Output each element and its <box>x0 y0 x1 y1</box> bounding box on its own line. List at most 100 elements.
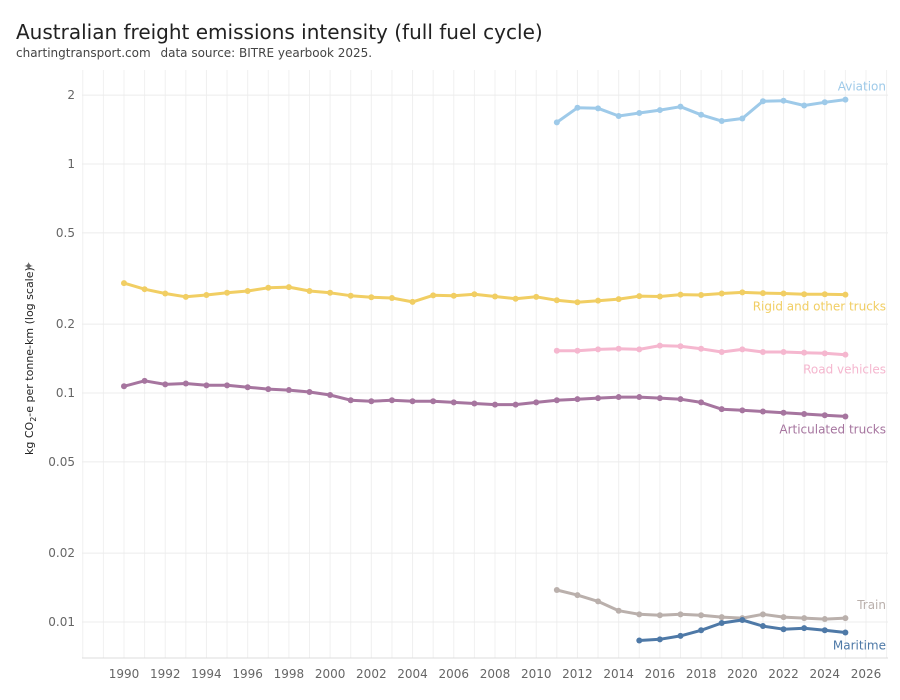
y-tick-label: 0.02 <box>48 546 75 560</box>
x-tick-label: 1992 <box>150 667 181 681</box>
data-point <box>698 627 705 634</box>
data-point <box>739 289 746 296</box>
data-point <box>615 607 622 614</box>
data-point <box>821 616 828 623</box>
data-point <box>574 104 581 111</box>
series-maritime <box>636 617 849 644</box>
data-point <box>409 298 416 305</box>
ylabel-suffix: -e per tonne-km (log scale) <box>23 267 36 417</box>
series-articulated-trucks <box>121 377 849 420</box>
series-labels: Aviation Rigid and other trucks Road vehic… <box>753 80 886 653</box>
data-point <box>553 297 560 304</box>
series-aviation <box>553 96 849 126</box>
subtitle-site: chartingtransport.com <box>16 46 151 60</box>
x-tick-label: 2014 <box>603 667 634 681</box>
data-point <box>141 286 148 293</box>
data-point <box>121 383 127 390</box>
data-point <box>821 627 828 634</box>
data-point <box>656 293 663 300</box>
x-tick-label: 1994 <box>191 667 222 681</box>
data-point <box>801 410 808 417</box>
data-point <box>595 395 602 402</box>
data-point <box>677 291 684 298</box>
series-label: Train <box>856 598 886 612</box>
data-point <box>677 103 684 110</box>
series-lines <box>121 96 849 644</box>
data-point <box>615 113 622 120</box>
data-point <box>759 290 766 297</box>
data-point <box>203 291 210 298</box>
data-point <box>739 407 746 414</box>
chart-subtitle: chartingtransport.com data source: BITRE… <box>16 46 378 60</box>
data-point <box>327 289 334 296</box>
data-point <box>203 382 210 389</box>
data-point <box>595 346 602 353</box>
svg-text:kg CO2-e per tonne-km (log sca: kg CO2-e per tonne-km (log scale) <box>23 267 38 455</box>
x-tick-label: 2004 <box>397 667 428 681</box>
data-point <box>698 345 705 352</box>
data-point <box>306 287 313 294</box>
data-point <box>780 409 787 416</box>
data-point <box>224 382 231 389</box>
x-tick-label: 1998 <box>274 667 305 681</box>
data-point <box>677 611 684 618</box>
y-tick-label: 2 <box>67 88 75 102</box>
data-point <box>636 637 643 644</box>
data-point <box>574 396 581 403</box>
y-tick-label: 0.01 <box>48 615 75 629</box>
data-point <box>801 102 808 109</box>
data-point <box>842 351 849 358</box>
y-axis-label: kg CO2-e per tonne-km (log scale) ✦ <box>22 261 38 455</box>
data-point <box>347 292 354 299</box>
ylabel-subscript: 2 <box>29 417 38 422</box>
data-point <box>677 632 684 639</box>
data-point <box>842 629 849 636</box>
data-point <box>533 399 540 406</box>
data-point <box>430 398 437 405</box>
data-point <box>512 295 519 302</box>
ylabel-prefix: kg CO <box>23 421 36 455</box>
data-point <box>244 384 251 391</box>
data-point <box>182 380 189 387</box>
data-point <box>368 294 375 301</box>
data-point <box>780 290 787 297</box>
data-point <box>759 408 766 415</box>
data-point <box>285 387 292 394</box>
data-point <box>801 291 808 298</box>
data-point <box>698 612 705 619</box>
data-point <box>677 396 684 403</box>
data-point <box>677 343 684 350</box>
data-point <box>347 397 354 404</box>
data-point <box>492 293 498 300</box>
y-tick-label: 0.2 <box>56 317 75 331</box>
series-line <box>122 281 847 304</box>
data-point <box>656 636 663 643</box>
x-tick-label: 2016 <box>645 667 676 681</box>
pin-icon[interactable]: ✦ <box>22 261 36 271</box>
data-point <box>368 398 375 405</box>
subtitle-source: data source: BITRE yearbook 2025. <box>160 46 373 60</box>
x-tick-label: 2006 <box>439 667 470 681</box>
data-point <box>636 346 643 353</box>
data-point <box>409 398 416 405</box>
y-tick-label: 1 <box>67 157 75 171</box>
data-point <box>656 395 663 402</box>
data-point <box>595 297 602 304</box>
data-point <box>533 293 540 300</box>
data-point <box>636 109 643 116</box>
x-tick-label: 1990 <box>109 667 140 681</box>
x-tick-label: 2018 <box>686 667 717 681</box>
data-point <box>821 350 828 357</box>
data-point <box>162 290 169 297</box>
series-train <box>553 586 849 623</box>
data-point <box>162 381 169 388</box>
data-point <box>388 397 395 404</box>
data-point <box>718 619 725 626</box>
data-point <box>574 299 581 306</box>
data-point <box>739 617 746 624</box>
data-point <box>821 99 828 106</box>
data-point <box>553 397 560 404</box>
data-point <box>121 280 127 287</box>
data-point <box>595 598 602 605</box>
